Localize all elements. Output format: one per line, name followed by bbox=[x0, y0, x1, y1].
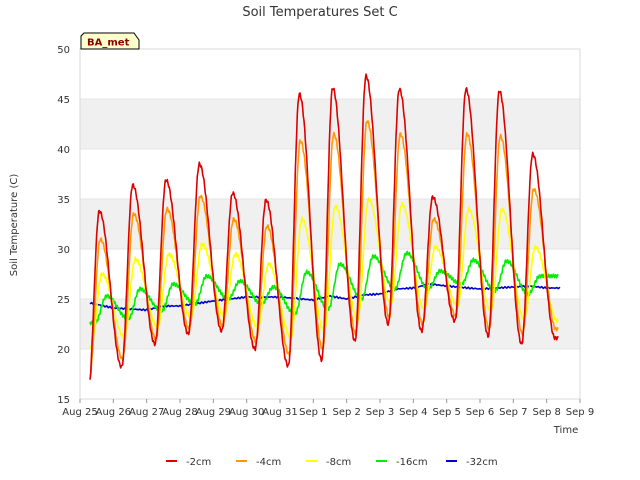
legend: -2cm -4cm -8cm -16cm -32cm bbox=[166, 457, 498, 468]
x-tick-label: Sep 7 bbox=[499, 407, 527, 418]
series-line-minus-2cm bbox=[89, 73, 559, 380]
x-tick-label: Sep 1 bbox=[299, 407, 327, 418]
x-tick-label: Aug 29 bbox=[196, 407, 231, 418]
plot-area-border bbox=[79, 48, 581, 400]
x-tick-label: Aug 26 bbox=[96, 407, 131, 418]
y-tick-label: 30 bbox=[57, 245, 70, 256]
y-tick-label: 50 bbox=[57, 45, 70, 56]
legend-label: -16cm bbox=[396, 457, 428, 468]
y-tick-label: 25 bbox=[57, 295, 70, 306]
y-tick-label: 15 bbox=[57, 395, 70, 406]
x-tick-label: Aug 25 bbox=[62, 407, 97, 418]
legend-label: -32cm bbox=[466, 457, 498, 468]
y-tick-label: 40 bbox=[57, 145, 70, 156]
x-tick-label: Aug 28 bbox=[162, 407, 197, 418]
grid-band bbox=[80, 49, 580, 99]
y-axis-label: Soil Temperature (C) bbox=[9, 174, 20, 277]
legend-label: -8cm bbox=[326, 457, 351, 468]
x-tick-label: Aug 31 bbox=[262, 407, 297, 418]
grid-band bbox=[80, 349, 580, 399]
legend-label: -4cm bbox=[256, 457, 281, 468]
x-tick-label: Sep 2 bbox=[332, 407, 360, 418]
x-tick-label: Sep 5 bbox=[432, 407, 460, 418]
x-tick-label: Aug 27 bbox=[129, 407, 164, 418]
x-tick-label: Sep 4 bbox=[399, 407, 427, 418]
y-tick-label: 45 bbox=[57, 95, 70, 106]
x-tick-label: Aug 30 bbox=[229, 407, 264, 418]
x-tick-label: Sep 9 bbox=[566, 407, 594, 418]
x-tick-label: Sep 3 bbox=[366, 407, 394, 418]
x-axis-label: Time bbox=[553, 425, 578, 436]
station-badge-label: BA_met bbox=[87, 38, 130, 49]
chart-title: Soil Temperatures Set C bbox=[242, 5, 397, 20]
legend-label: -2cm bbox=[186, 457, 211, 468]
y-tick-label: 20 bbox=[57, 345, 70, 356]
station-badge: BA_met bbox=[80, 32, 140, 50]
y-tick-label: 35 bbox=[57, 195, 70, 206]
x-tick-label: Sep 6 bbox=[466, 407, 494, 418]
x-tick-label: Sep 8 bbox=[532, 407, 560, 418]
